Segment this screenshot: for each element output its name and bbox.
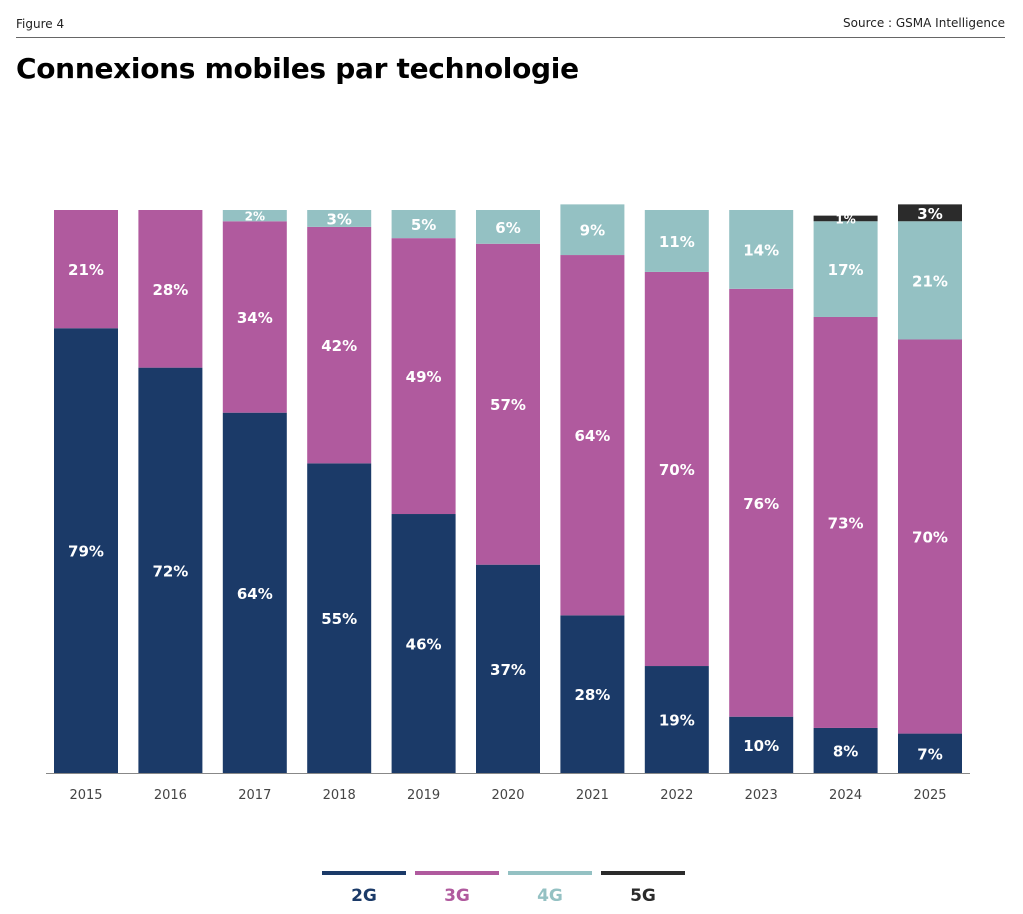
x-tick-label: 2023	[745, 788, 778, 803]
data-label-3G-2020: 57%	[490, 396, 526, 414]
bar-2G-2018	[307, 463, 372, 773]
bar-3G-2025	[898, 339, 962, 734]
bar-4G-2018	[307, 210, 372, 227]
data-label-5G-2024: 1%	[835, 212, 855, 226]
x-tick-label: 2021	[576, 788, 609, 803]
bar-4G-2025	[898, 221, 962, 340]
x-tick-label: 2025	[913, 788, 946, 803]
legend-label-5G: 5G	[630, 886, 656, 906]
x-tick-label: 2016	[154, 788, 187, 803]
x-tick-label: 2015	[69, 788, 102, 803]
data-label-3G-2025: 70%	[912, 529, 948, 547]
bar-4G-2020	[476, 210, 540, 244]
bar-3G-2019	[391, 238, 456, 515]
x-tick-label: 2018	[323, 788, 356, 803]
data-label-2G-2022: 19%	[659, 712, 695, 730]
bar-5G-2024	[813, 215, 878, 222]
source-text: Source : GSMA Intelligence	[843, 16, 1005, 30]
data-label-4G-2025: 21%	[912, 272, 948, 290]
bar-4G-2019	[391, 210, 456, 239]
figure-label: Figure 4	[16, 17, 65, 31]
data-label-3G-2019: 49%	[406, 368, 442, 386]
legend-swatch-4G	[508, 871, 592, 875]
bar-2G-2015	[54, 328, 118, 773]
data-label-2G-2019: 46%	[406, 636, 442, 654]
data-label-4G-2022: 11%	[659, 233, 695, 251]
bar-5G-2025	[898, 204, 962, 222]
data-label-3G-2024: 73%	[828, 514, 864, 532]
bar-2G-2019	[391, 514, 456, 773]
bar-2G-2023	[729, 716, 794, 773]
bar-2G-2022	[644, 666, 709, 773]
data-label-3G-2022: 70%	[659, 461, 695, 479]
chart-title: Connexions mobiles par technologie	[16, 52, 579, 85]
data-label-2G-2016: 72%	[152, 562, 188, 580]
data-label-4G-2021: 9%	[580, 222, 605, 240]
bar-2G-2024	[813, 727, 878, 773]
bar-2G-2020	[476, 564, 540, 773]
x-tick-label: 2022	[660, 788, 693, 803]
legend-swatch-2G	[322, 871, 406, 875]
data-label-5G-2025: 3%	[917, 205, 942, 223]
bar-2G-2021	[560, 615, 625, 773]
data-label-2G-2015: 79%	[68, 543, 104, 561]
data-label-3G-2016: 28%	[152, 281, 188, 299]
data-label-2G-2020: 37%	[490, 661, 526, 679]
bar-3G-2022	[644, 271, 709, 667]
legend-swatch-3G	[415, 871, 499, 875]
data-label-4G-2024: 17%	[828, 261, 864, 279]
data-label-3G-2021: 64%	[574, 427, 610, 445]
data-label-3G-2015: 21%	[68, 261, 104, 279]
data-label-3G-2018: 42%	[321, 337, 357, 355]
bar-3G-2017	[222, 221, 287, 413]
data-label-2G-2024: 8%	[833, 742, 858, 760]
data-label-2G-2025: 7%	[917, 745, 942, 763]
data-label-3G-2023: 76%	[743, 495, 779, 513]
data-label-2G-2023: 10%	[743, 737, 779, 755]
header-divider	[16, 37, 1005, 38]
bar-3G-2018	[307, 226, 372, 464]
bar-4G-2024	[813, 221, 878, 317]
data-label-4G-2018: 3%	[326, 210, 351, 228]
bar-3G-2016	[138, 210, 203, 368]
legend-swatch-5G	[601, 871, 685, 875]
bar-2G-2025	[898, 733, 962, 773]
data-label-4G-2017: 2%	[245, 210, 265, 224]
bar-3G-2015	[54, 210, 118, 329]
legend-label-4G: 4G	[537, 886, 563, 906]
x-tick-label: 2024	[829, 788, 862, 803]
bar-4G-2023	[729, 210, 794, 289]
data-label-3G-2017: 34%	[237, 309, 273, 327]
bar-4G-2017	[222, 210, 287, 222]
legend-label-2G: 2G	[351, 886, 377, 906]
data-label-4G-2023: 14%	[743, 241, 779, 259]
data-label-2G-2021: 28%	[574, 686, 610, 704]
data-label-2G-2017: 64%	[237, 585, 273, 603]
bar-3G-2024	[813, 316, 878, 728]
data-label-2G-2018: 55%	[321, 610, 357, 628]
x-tick-label: 2017	[238, 788, 271, 803]
bar-4G-2022	[644, 210, 709, 272]
data-label-4G-2020: 6%	[495, 219, 520, 237]
bar-3G-2023	[729, 288, 794, 717]
x-tick-label: 2019	[407, 788, 440, 803]
x-tick-label: 2020	[491, 788, 524, 803]
data-label-4G-2019: 5%	[411, 216, 436, 234]
legend-label-3G: 3G	[444, 886, 470, 906]
bar-2G-2017	[222, 412, 287, 773]
bar-2G-2016	[138, 367, 203, 773]
bar-3G-2021	[560, 255, 625, 616]
bar-3G-2020	[476, 243, 540, 565]
bar-4G-2021	[560, 204, 625, 256]
